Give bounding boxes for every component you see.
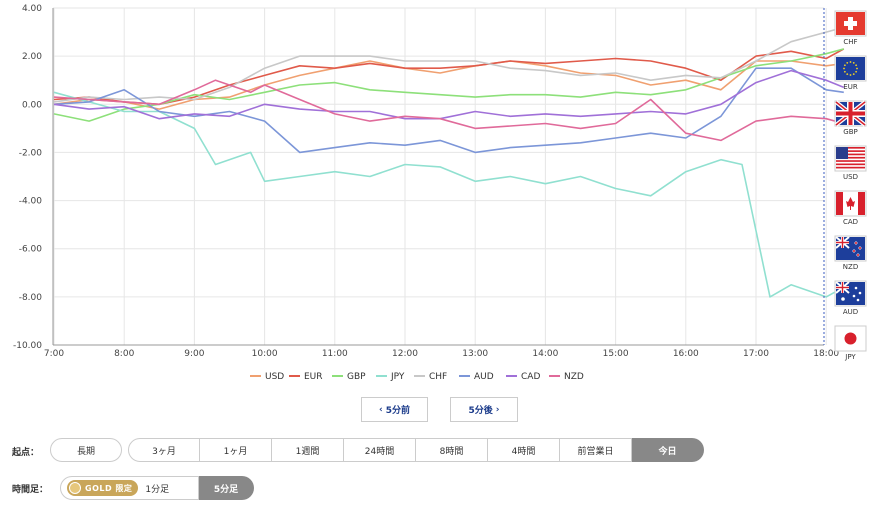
next-5min-button[interactable]: 5分後 › — [450, 397, 518, 422]
legend-item-aud: AUD — [459, 372, 494, 382]
series-line-jpy — [53, 91, 845, 298]
x-tick-label: 12:00 — [392, 349, 418, 359]
legend-label: GBP — [347, 372, 366, 382]
flag-label-chf: CHF — [843, 38, 857, 46]
currency-flag-column: CHF EUR GBP USD CAD NZD AUD JPY — [834, 10, 867, 361]
us-flag-icon: USD — [834, 145, 867, 181]
flag-label-nzd: NZD — [843, 263, 858, 271]
legend-label: AUD — [474, 372, 494, 382]
flag-label-usd: USD — [843, 173, 858, 181]
start-option-1w[interactable]: 1週間 — [272, 438, 344, 462]
legend-item-cad: CAD — [506, 372, 540, 382]
legend-item-eur: EUR — [289, 372, 323, 382]
x-tick-label: 11:00 — [322, 349, 348, 359]
eu-flag-icon: EUR — [834, 55, 867, 91]
uk-flag-icon: GBP — [834, 100, 867, 136]
swiss-flag-icon: CHF — [834, 10, 867, 46]
y-tick-label: 4.00 — [22, 4, 42, 14]
y-tick-label: 2.00 — [22, 52, 42, 62]
x-tick-label: 7:00 — [44, 349, 64, 359]
chart-legend: USD EUR GBP JPY CHF AUD CAD NZD — [250, 372, 584, 382]
legend-label: CAD — [521, 372, 540, 382]
series-line-usd — [53, 60, 844, 110]
start-option-4h[interactable]: 4時間 — [488, 438, 560, 462]
x-tick-label: 13:00 — [462, 349, 488, 359]
flag-label-eur: EUR — [843, 83, 858, 91]
y-tick-label: -10.00 — [13, 341, 42, 351]
currency-strength-chart: 4.00 2.00 0.00 -2.00 -4.00 -6.00 -8.00 -10.00 7… — [13, 4, 867, 382]
grid-lines — [52, 7, 827, 346]
flag-label-gbp: GBP — [843, 128, 857, 136]
x-tick-label: 14:00 — [532, 349, 558, 359]
chevron-right-icon: › — [495, 404, 500, 415]
series-line-cad — [53, 69, 845, 120]
legend-item-nzd: NZD — [549, 372, 584, 382]
y-axis-ticks: 4.00 2.00 0.00 -2.00 -4.00 -6.00 -8.00 -10.00 — [13, 4, 42, 351]
series-lines — [53, 26, 845, 298]
nz-flag-icon: NZD — [834, 235, 867, 271]
x-tick-label: 10:00 — [252, 349, 278, 359]
start-point-label: 起点： — [12, 448, 40, 458]
legend-label: JPY — [390, 372, 405, 382]
prev-5min-button[interactable]: ‹ 5分前 — [361, 397, 428, 422]
x-tick-label: 16:00 — [673, 349, 699, 359]
y-tick-label: -2.00 — [19, 148, 43, 158]
x-tick-label: 18:00 — [813, 349, 839, 359]
legend-item-usd: USD — [250, 372, 284, 382]
series-line-chf — [53, 26, 845, 103]
prev-5min-label: 5分前 — [385, 406, 410, 416]
timeframe-1min-label: 1分足 — [145, 484, 170, 495]
series-line-nzd — [53, 79, 845, 142]
legend-label: EUR — [304, 372, 323, 382]
y-tick-label: 0.00 — [22, 100, 42, 110]
start-option-8h[interactable]: 8時間 — [416, 438, 488, 462]
gold-limited-badge: GOLD 限定 — [67, 480, 139, 496]
legend-item-jpy: JPY — [376, 372, 405, 382]
start-option-3m[interactable]: 3ヶ月 — [128, 438, 200, 462]
series-line-aud — [53, 67, 844, 154]
y-tick-label: -4.00 — [19, 197, 43, 207]
flag-label-jpy: JPY — [844, 353, 856, 361]
legend-label: CHF — [429, 372, 447, 382]
x-tick-label: 15:00 — [603, 349, 629, 359]
start-option-24h[interactable]: 24時間 — [344, 438, 416, 462]
x-tick-label: 8:00 — [114, 349, 134, 359]
timeframe-label: 時間足： — [12, 485, 49, 495]
canada-flag-icon: CAD — [834, 190, 867, 226]
timeframe-selector: GOLD 限定 1分足 5分足 — [60, 476, 254, 500]
timeframe-5min-option[interactable]: 5分足 — [199, 476, 254, 500]
y-tick-label: -6.00 — [19, 245, 43, 255]
y-tick-label: -8.00 — [19, 293, 43, 303]
start-option-long[interactable]: 長期 — [50, 438, 122, 462]
australia-flag-icon: AUD — [834, 280, 867, 316]
x-axis-ticks: 7:00 8:00 9:00 10:00 11:00 12:00 13:00 14:00 15:… — [44, 349, 840, 359]
chevron-left-icon: ‹ — [379, 404, 383, 415]
gold-limited-label: GOLD 限定 — [85, 483, 133, 493]
timeframe-1min-option[interactable]: GOLD 限定 1分足 — [60, 476, 199, 500]
start-option-prev-day[interactable]: 前営業日 — [560, 438, 632, 462]
legend-label: USD — [265, 372, 284, 382]
legend-item-gbp: GBP — [332, 372, 366, 382]
next-5min-label: 5分後 — [468, 406, 493, 416]
x-tick-label: 17:00 — [743, 349, 769, 359]
gold-coin-icon — [69, 482, 81, 494]
flag-label-aud: AUD — [843, 308, 858, 316]
x-tick-label: 9:00 — [184, 349, 204, 359]
japan-flag-icon: JPY — [834, 325, 867, 361]
legend-label: NZD — [564, 372, 584, 382]
flag-label-cad: CAD — [843, 218, 858, 226]
start-option-1m[interactable]: 1ヶ月 — [200, 438, 272, 462]
legend-item-chf: CHF — [414, 372, 447, 382]
start-point-selector: 長期 3ヶ月 1ヶ月 1週間 24時間 8時間 4時間 前営業日 今日 — [50, 438, 704, 462]
start-option-today[interactable]: 今日 — [632, 438, 704, 462]
